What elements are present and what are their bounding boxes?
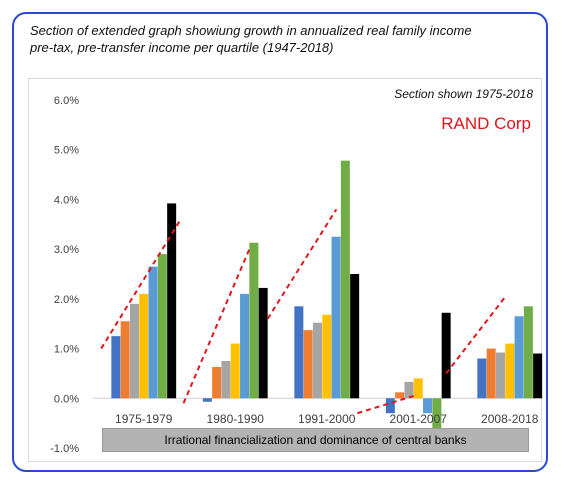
source-annotation: RAND Corp <box>441 114 531 133</box>
bar <box>423 398 433 414</box>
y-tick-label: -1.0% <box>50 443 79 455</box>
chart-title: Section of extended graph showiung growt… <box>30 22 540 56</box>
banner-label: Irrational financialization and dominanc… <box>102 428 529 452</box>
bar <box>404 381 414 399</box>
bar <box>303 330 313 399</box>
bar <box>514 316 524 399</box>
y-tick-label: 0.0% <box>54 393 79 405</box>
bar <box>294 306 304 399</box>
y-tick-label: 1.0% <box>54 344 79 356</box>
trend-line <box>266 208 338 320</box>
x-category-label: 1975-1979 <box>115 412 173 426</box>
bar <box>322 314 332 399</box>
bar <box>139 293 149 399</box>
trend-line <box>357 394 415 415</box>
bar <box>148 266 158 399</box>
y-tick-label: 3.0% <box>54 244 79 256</box>
bar <box>157 254 167 399</box>
title-line-2: pre-tax, pre-transfer income per quartil… <box>30 40 334 55</box>
bar <box>495 352 505 399</box>
bar <box>202 398 212 402</box>
bar <box>258 287 268 399</box>
trend-line <box>182 248 251 404</box>
bar <box>533 353 543 399</box>
bar <box>385 398 395 414</box>
section-annotation: Section shown 1975-2018 <box>394 87 533 101</box>
bar <box>413 378 423 399</box>
y-tick-label: 4.0% <box>54 194 79 206</box>
bar <box>167 203 177 399</box>
x-category-label: 1991-2000 <box>298 412 356 426</box>
bar <box>129 303 139 399</box>
bar <box>523 306 533 399</box>
bar <box>249 242 259 399</box>
bar <box>441 312 451 399</box>
bar <box>221 361 231 399</box>
bar <box>505 343 515 399</box>
y-tick-label: 6.0% <box>54 95 79 107</box>
bar <box>477 358 487 399</box>
trend-line <box>100 218 182 350</box>
bar <box>120 321 130 399</box>
trend-line <box>445 295 507 375</box>
bar <box>212 366 222 399</box>
bar <box>331 236 341 399</box>
bar <box>486 348 496 399</box>
bar <box>240 293 250 399</box>
x-category-label: 1980-1990 <box>207 412 265 426</box>
y-tick-label: 5.0% <box>54 145 79 157</box>
x-category-label: 2008-2018 <box>481 412 539 426</box>
bar <box>230 343 240 399</box>
bar <box>432 398 442 429</box>
y-tick-label: 2.0% <box>54 294 79 306</box>
bar <box>111 336 121 399</box>
bar <box>312 322 322 399</box>
bar <box>340 160 350 399</box>
x-category-label: 2001-2007 <box>390 412 448 426</box>
title-line-1: Section of extended graph showiung growt… <box>30 23 472 38</box>
bar <box>395 392 405 399</box>
bar <box>350 274 360 399</box>
